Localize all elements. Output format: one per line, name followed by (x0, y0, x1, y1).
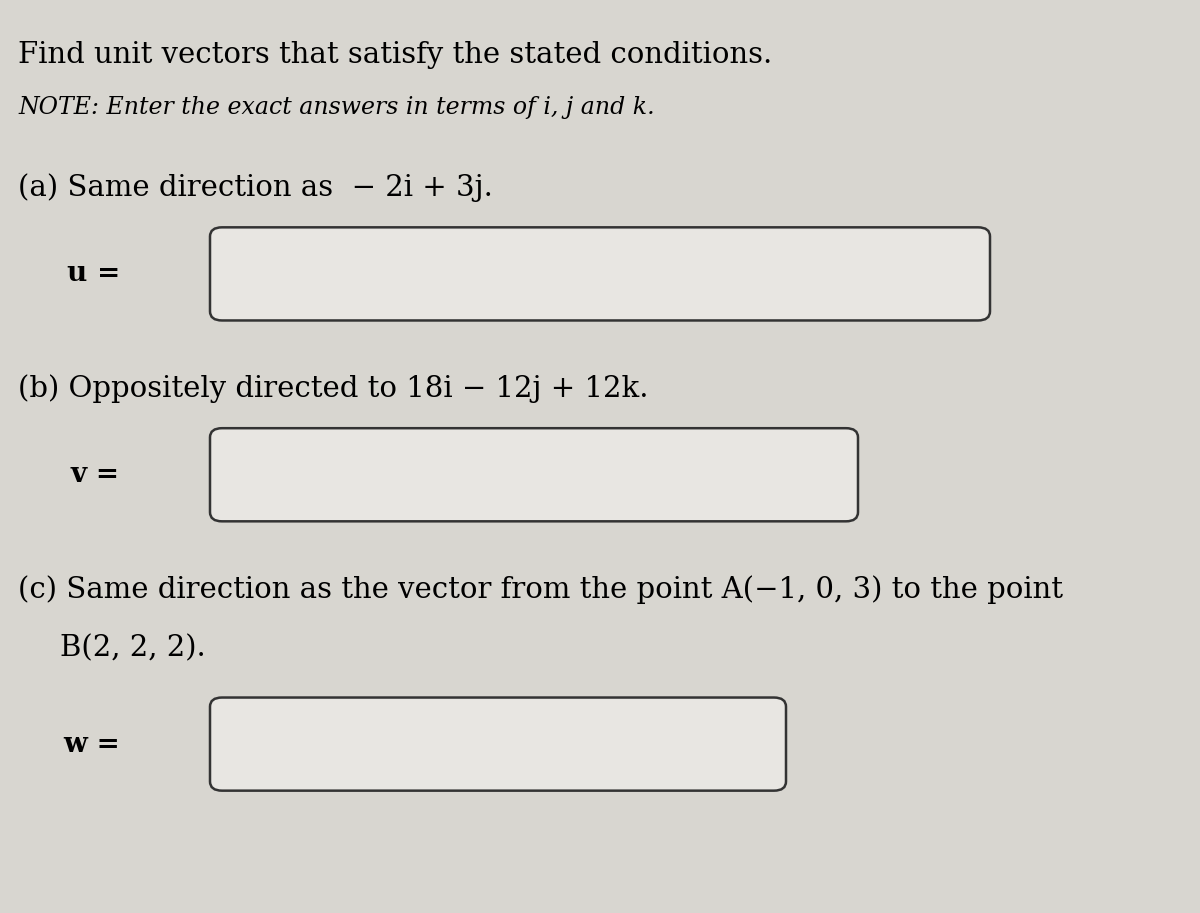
Text: w =: w = (64, 730, 120, 758)
Text: (b) Oppositely directed to 18i − 12j + 12k.: (b) Oppositely directed to 18i − 12j + 1… (18, 374, 648, 404)
Text: B(2, 2, 2).: B(2, 2, 2). (60, 635, 205, 663)
FancyBboxPatch shape (210, 698, 786, 791)
Text: (a) Same direction as  − 2i + 3j.: (a) Same direction as − 2i + 3j. (18, 173, 493, 203)
Text: u =: u = (67, 260, 120, 288)
Text: NOTE: Enter the exact answers in terms of i, j and k.: NOTE: Enter the exact answers in terms o… (18, 96, 655, 119)
Text: Find unit vectors that satisfy the stated conditions.: Find unit vectors that satisfy the state… (18, 41, 773, 69)
Text: v =: v = (71, 461, 120, 488)
Text: (c) Same direction as the vector from the point A(−1, 0, 3) to the point: (c) Same direction as the vector from th… (18, 575, 1063, 604)
FancyBboxPatch shape (210, 227, 990, 320)
FancyBboxPatch shape (210, 428, 858, 521)
